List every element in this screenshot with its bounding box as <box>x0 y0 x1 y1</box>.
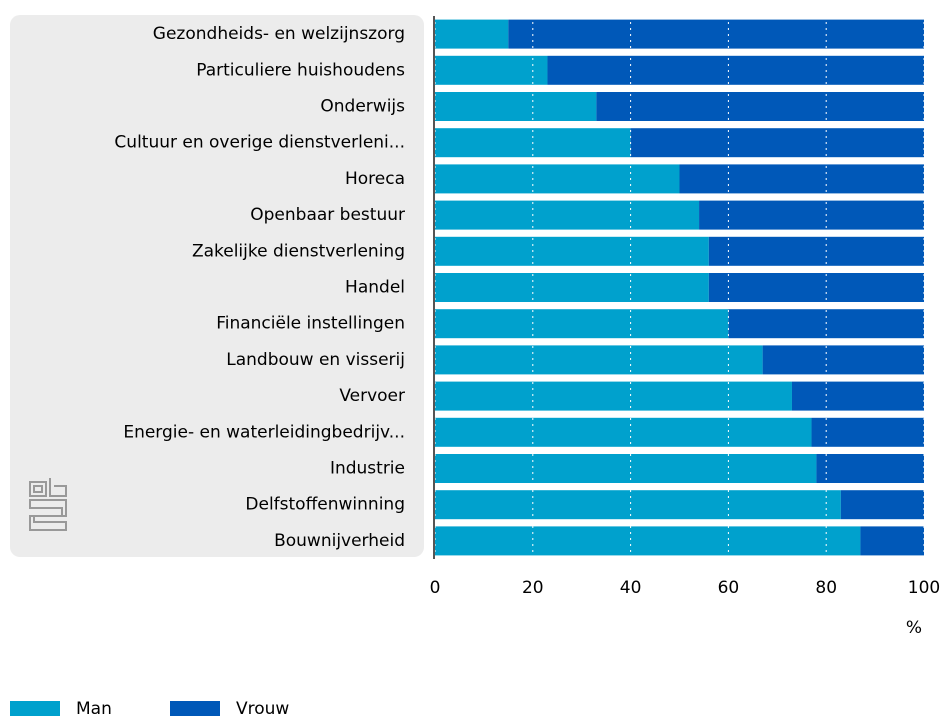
bar-segment <box>547 55 924 85</box>
bar-segment <box>699 200 924 230</box>
legend-swatch <box>10 701 60 716</box>
bar-segment <box>840 490 924 520</box>
x-tick-label: 100 <box>908 578 940 598</box>
bar-segment <box>596 92 924 121</box>
bar-segment <box>860 526 924 556</box>
bar-segment <box>435 454 817 483</box>
bar-segment <box>816 454 924 483</box>
y-tick-label: Zakelijke dienstverlening <box>192 241 405 261</box>
legend-label: Man <box>76 699 112 719</box>
bar-segment <box>435 490 841 520</box>
cbs-logo <box>29 478 67 531</box>
bar-segment <box>435 345 763 375</box>
bar-segment <box>708 236 924 266</box>
x-tick-label: 40 <box>620 578 642 598</box>
y-tick-label: Cultuur en overige dienstverleni... <box>114 133 405 153</box>
x-axis-label: % <box>906 618 922 638</box>
y-tick-label: Onderwijs <box>320 97 405 117</box>
y-tick-label: Particuliere huishoudens <box>196 60 405 80</box>
y-tick-label: Industrie <box>330 459 405 479</box>
y-tick-label: Gezondheids- en welzijnszorg <box>153 24 405 44</box>
legend-swatch <box>170 701 220 716</box>
legend-label: Vrouw <box>236 699 289 719</box>
bar-segment <box>435 19 509 49</box>
x-tick-label: 80 <box>815 578 837 598</box>
bar-segment <box>708 273 924 302</box>
bar-segment <box>762 345 924 375</box>
x-tick-label: 0 <box>430 578 441 598</box>
bar-segment <box>435 55 548 85</box>
bar-segment <box>508 19 924 49</box>
x-tick-label: 60 <box>718 578 740 598</box>
bar-segment <box>435 526 861 556</box>
bar-segment <box>435 309 729 339</box>
bar-segment <box>435 164 680 194</box>
bar-segment <box>435 381 792 411</box>
y-tick-label: Delfstoffenwinning <box>245 495 405 515</box>
x-tick-label: 20 <box>522 578 544 598</box>
y-tick-label: Openbaar bestuur <box>250 205 405 225</box>
y-tick-label: Horeca <box>345 169 405 189</box>
y-tick-label: Vervoer <box>339 386 405 406</box>
y-tick-label: Financiële instellingen <box>216 314 405 334</box>
y-tick-label: Handel <box>345 278 405 298</box>
bar-segment <box>811 417 924 447</box>
label-panel <box>10 15 424 557</box>
bar-segment <box>435 417 812 447</box>
bar-segment <box>435 236 709 266</box>
bar-segment <box>630 128 924 158</box>
y-tick-label: Landbouw en visserij <box>226 350 405 370</box>
bar-segment <box>435 200 700 230</box>
y-tick-label: Bouwnijverheid <box>274 531 405 551</box>
y-tick-label: Energie- en waterleidingbedrijv... <box>123 422 405 442</box>
bar-segment <box>791 381 924 411</box>
bar-segment <box>435 92 597 121</box>
bar-segment <box>679 164 924 194</box>
bar-segment <box>435 273 709 302</box>
